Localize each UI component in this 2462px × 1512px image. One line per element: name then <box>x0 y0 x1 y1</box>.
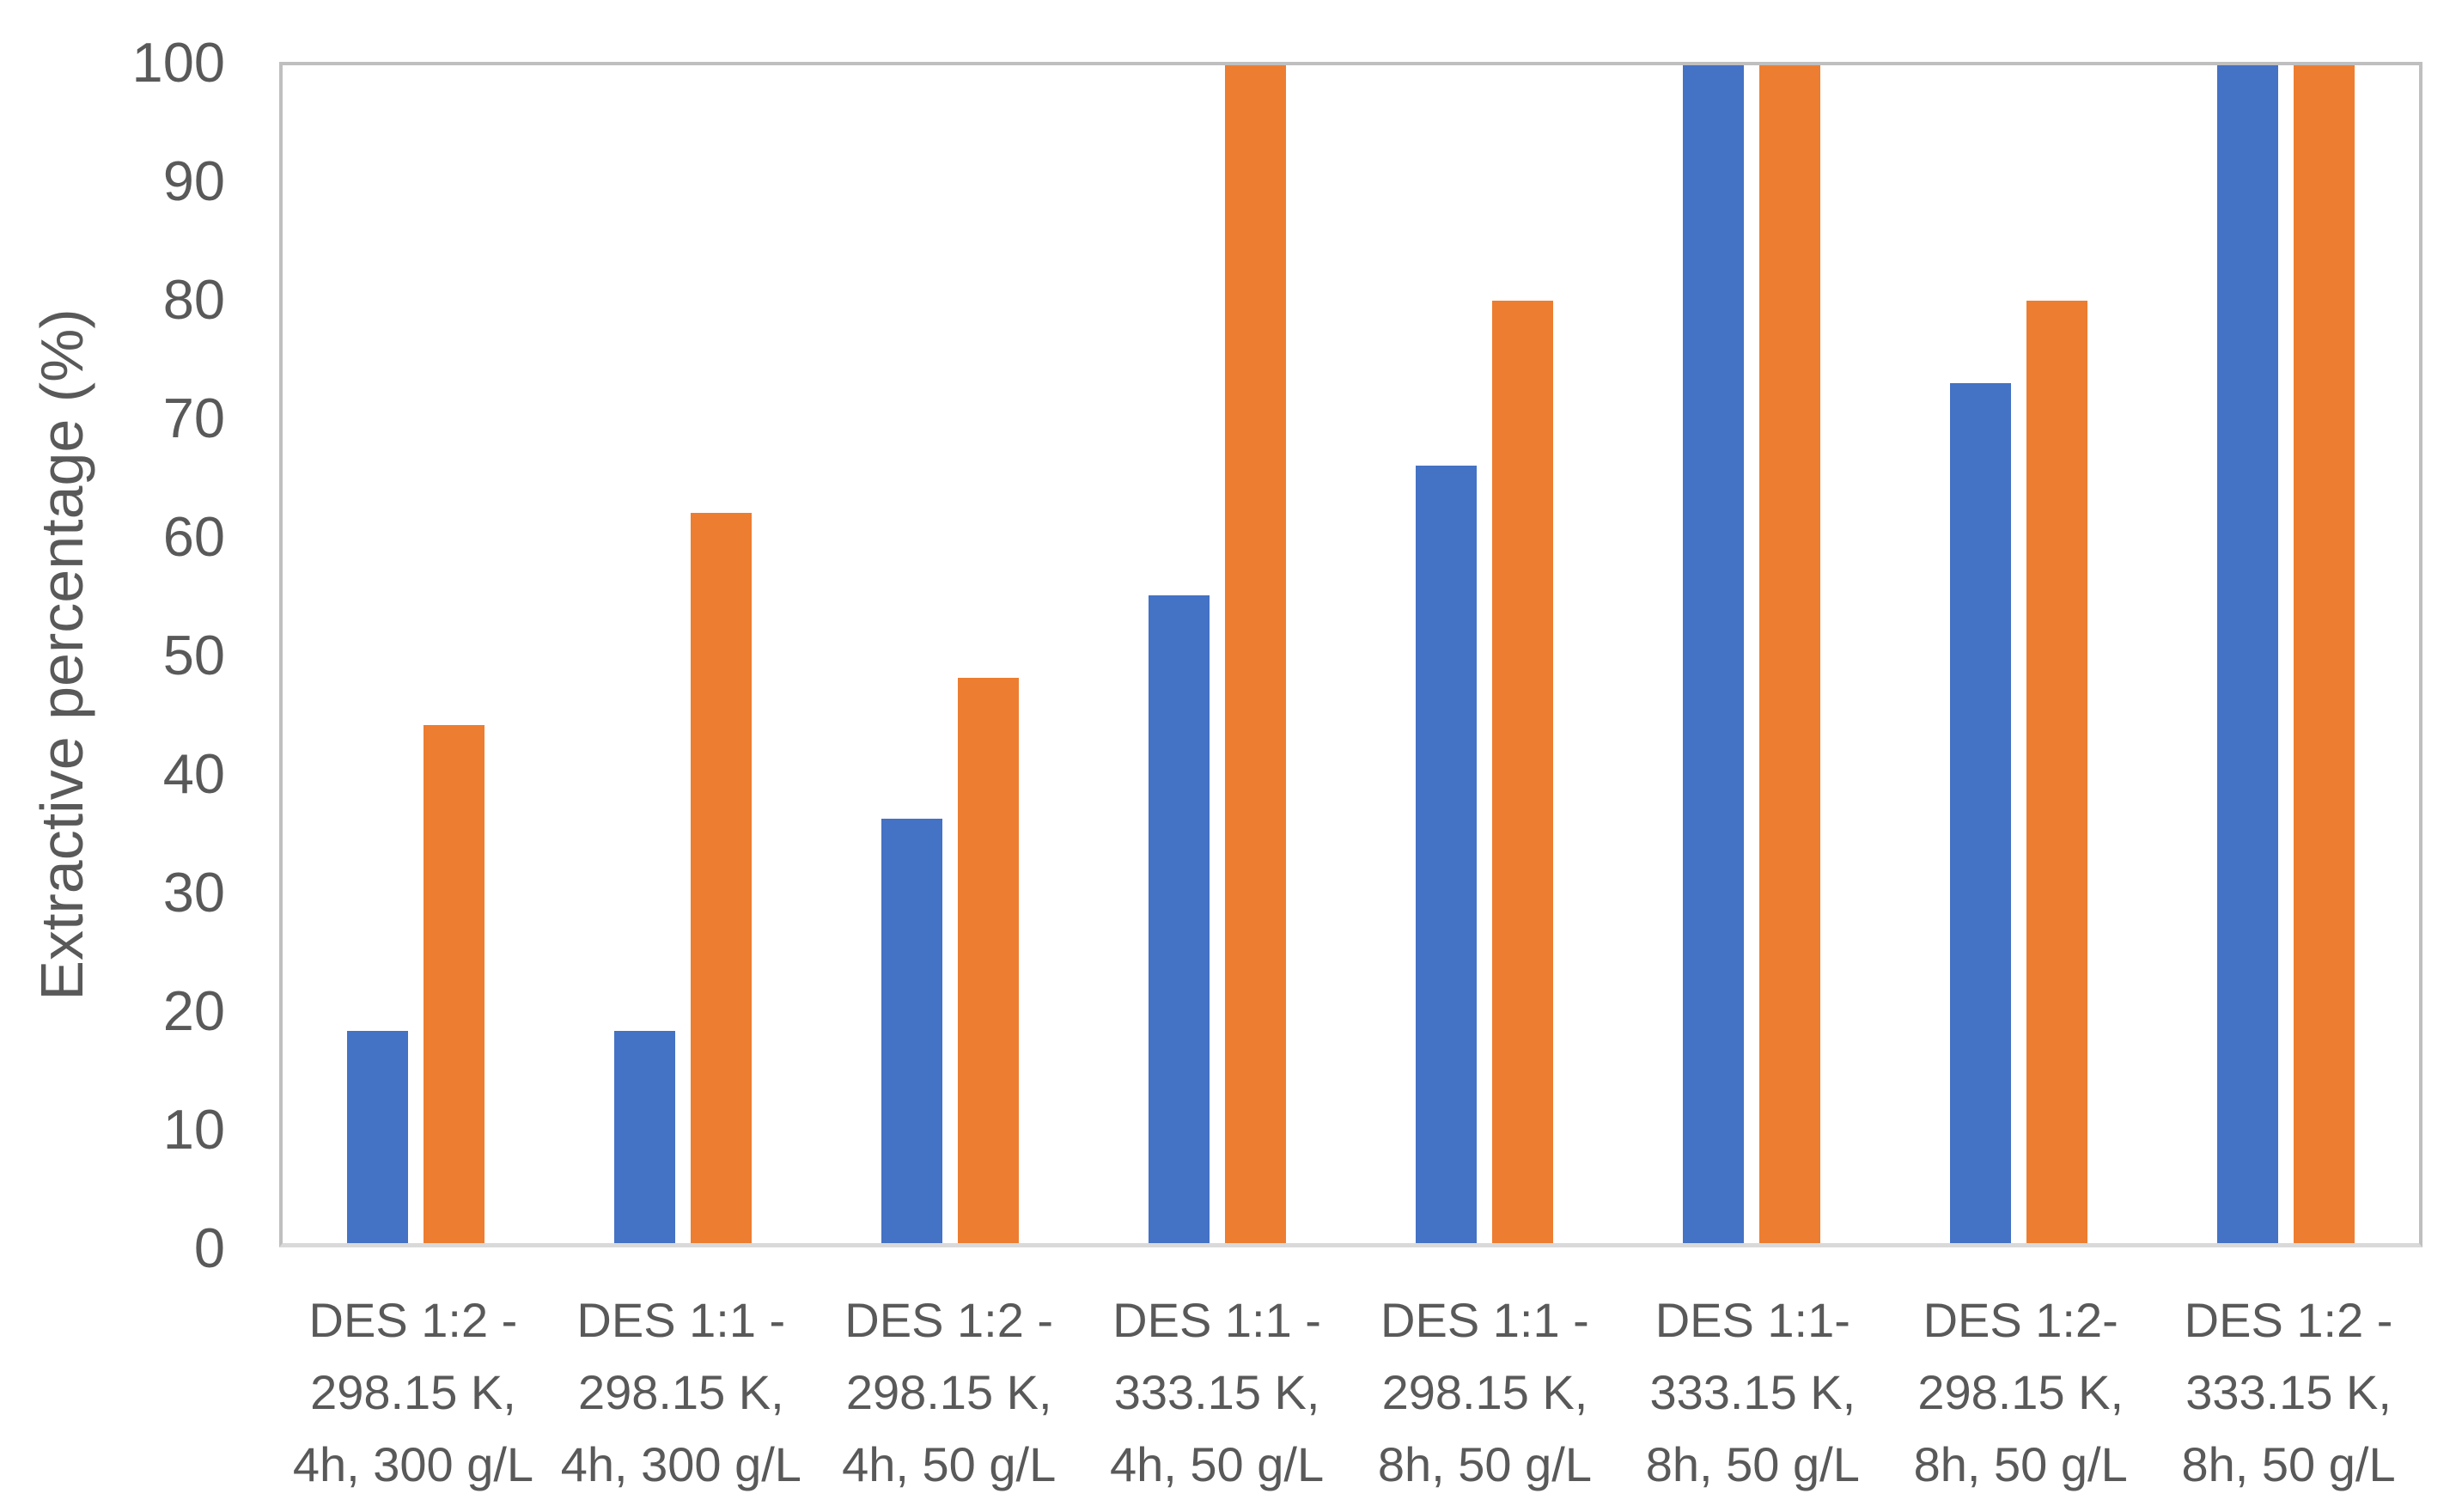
bar-series-2-orange-group-5 <box>1491 301 1553 1243</box>
x-category-label-line: 4h, 50 g/L <box>1110 1437 1325 1491</box>
x-category-label-line: 333.15 K, <box>1649 1365 1856 1419</box>
y-tick-label-70: 70 <box>162 386 225 449</box>
x-category-label-line: 8h, 50 g/L <box>1645 1437 1860 1491</box>
x-category-label-line: DES 1:1 - <box>1112 1293 1321 1347</box>
x-category-label-line: DES 1:2- <box>1923 1293 2118 1347</box>
y-tick-label-0: 0 <box>193 1216 225 1279</box>
x-category-label-line: 333.15 K, <box>2185 1365 2392 1419</box>
y-tick-label-80: 80 <box>162 267 225 331</box>
y-tick-label-90: 90 <box>162 149 225 212</box>
bar-series-2-orange-group-1 <box>424 724 485 1243</box>
x-category-label-line: DES 1:2 - <box>2184 1293 2393 1347</box>
y-tick-label-30: 30 <box>162 860 225 924</box>
x-category-label-line: DES 1:1- <box>1655 1293 1850 1347</box>
plot-area <box>279 62 2422 1247</box>
y-tick-label-100: 100 <box>131 30 225 94</box>
y-tick-label-20: 20 <box>162 979 225 1042</box>
x-category-label-line: 8h, 50 g/L <box>2181 1437 2396 1491</box>
bar-series-1-blue-group-3 <box>881 819 943 1243</box>
bar-series-2-orange-group-4 <box>1225 65 1287 1243</box>
bar-series-1-blue-group-1 <box>347 1031 409 1243</box>
x-category-label-line: 4h, 50 g/L <box>842 1437 1057 1491</box>
x-category-label-line: 4h, 300 g/L <box>292 1437 534 1491</box>
x-category-label-line: 8h, 50 g/L <box>1377 1437 1592 1491</box>
bar-series-1-blue-group-5 <box>1415 466 1477 1243</box>
x-category-label-8: DES 1:2 - 333.15 K, 8h, 50 g/L <box>2154 1284 2422 1501</box>
x-category-label-line: DES 1:1 - <box>576 1293 786 1347</box>
bar-series-2-orange-group-2 <box>691 512 753 1243</box>
y-tick-label-40: 40 <box>162 741 225 805</box>
x-category-label-7: DES 1:2- 298.15 K, 8h, 50 g/L <box>1886 1284 2154 1501</box>
x-category-label-line: DES 1:2 - <box>308 1293 518 1347</box>
x-category-label-line: DES 1:1 - <box>1380 1293 1589 1347</box>
bar-series-2-orange-group-3 <box>958 677 1020 1243</box>
bar-series-1-blue-group-4 <box>1149 594 1210 1243</box>
x-category-label-line: 298.15 K, <box>577 1365 784 1419</box>
x-category-label-4: DES 1:1 - 333.15 K, 4h, 50 g/L <box>1083 1284 1351 1501</box>
bar-series-2-orange-group-6 <box>1758 65 1820 1243</box>
x-category-label-line: 298.15 K, <box>310 1365 516 1419</box>
bar-series-1-blue-group-8 <box>2216 65 2278 1243</box>
y-tick-label-60: 60 <box>162 504 225 568</box>
bar-series-1-blue-group-7 <box>1949 383 2011 1243</box>
bar-series-2-orange-group-8 <box>2293 65 2355 1243</box>
bar-series-1-blue-group-2 <box>614 1031 676 1243</box>
x-category-label-5: DES 1:1 - 298.15 K, 8h, 50 g/L <box>1351 1284 1619 1501</box>
x-category-label-1: DES 1:2 - 298.15 K, 4h, 300 g/L <box>279 1284 547 1501</box>
x-category-label-line: 333.15 K, <box>1113 1365 1320 1419</box>
x-category-label-3: DES 1:2 - 298.15 K, 4h, 50 g/L <box>815 1284 1083 1501</box>
y-tick-label-10: 10 <box>162 1097 225 1161</box>
x-category-label-line: 8h, 50 g/L <box>1913 1437 2128 1491</box>
x-category-label-line: DES 1:2 - <box>844 1293 1054 1347</box>
x-category-label-line: 298.15 K, <box>1381 1365 1588 1419</box>
bar-series-2-orange-group-7 <box>2026 301 2087 1243</box>
bar-series-1-blue-group-6 <box>1682 65 1744 1243</box>
x-category-label-line: 4h, 300 g/L <box>560 1437 801 1491</box>
y-tick-label-50: 50 <box>162 623 225 686</box>
x-category-label-6: DES 1:1- 333.15 K, 8h, 50 g/L <box>1618 1284 1886 1501</box>
x-category-label-line: 298.15 K, <box>1917 1365 2124 1419</box>
x-category-label-line: 298.15 K, <box>845 1365 1052 1419</box>
x-category-label-2: DES 1:1 - 298.15 K, 4h, 300 g/L <box>547 1284 815 1501</box>
